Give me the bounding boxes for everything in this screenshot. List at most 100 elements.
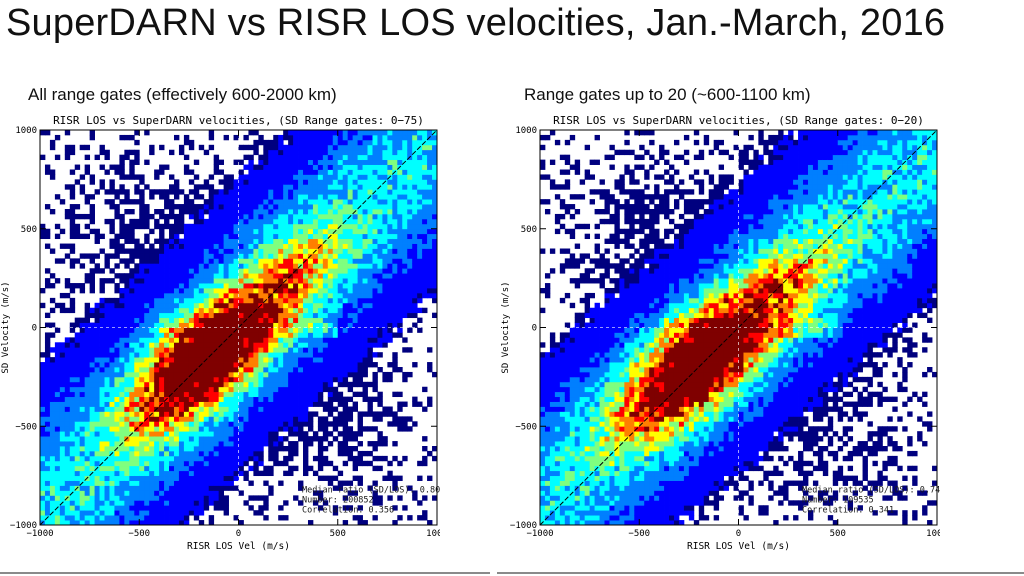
- heatmap-cell: [183, 460, 190, 467]
- heatmap-cell: [213, 455, 220, 462]
- heatmap-cell: [332, 184, 339, 190]
- heatmap-cell: [412, 248, 418, 254]
- heatmap-cell: [213, 460, 220, 467]
- heatmap-cell: [198, 253, 205, 259]
- heatmap-cell: [228, 431, 234, 437]
- heatmap-cell: [432, 169, 438, 175]
- heatmap-cell: [432, 218, 438, 225]
- heatmap-cell: [422, 253, 428, 259]
- heatmap-cell: [40, 426, 46, 432]
- heatmap-cell: [49, 436, 56, 442]
- heatmap-cell: [283, 194, 289, 200]
- heatmap-cell: [109, 401, 115, 407]
- heatmap-cell: [149, 515, 155, 521]
- heatmap-cell: [69, 376, 76, 383]
- heatmap-cell: [342, 233, 349, 240]
- heatmap-cell: [322, 258, 329, 264]
- heatmap-cell: [183, 510, 190, 516]
- heatmap-cell: [218, 278, 225, 284]
- heatmap-cell: [193, 337, 200, 343]
- heatmap-cell: [159, 312, 165, 319]
- heatmap-cell: [283, 174, 289, 180]
- heatmap-cell: [372, 213, 378, 220]
- heatmap-cell: [427, 130, 433, 136]
- heatmap-cell: [303, 144, 309, 151]
- heatmap-cell: [114, 169, 120, 175]
- heatmap-cell: [263, 292, 269, 299]
- heatmap-cell: [432, 204, 438, 210]
- heatmap-cell: [322, 337, 329, 343]
- heatmap-cell: [327, 283, 334, 289]
- heatmap-cell: [332, 149, 339, 156]
- heatmap-cell: [392, 263, 398, 269]
- heatmap-cell: [64, 520, 71, 526]
- heatmap-cell: [293, 431, 299, 437]
- heatmap-cell: [124, 431, 130, 437]
- heatmap-cell: [164, 441, 170, 447]
- heatmap-cell: [84, 490, 91, 496]
- heatmap-cell: [89, 283, 95, 289]
- heatmap-cell: [258, 510, 264, 516]
- heatmap-cell: [372, 322, 378, 328]
- heatmap-cell: [178, 475, 185, 481]
- heatmap-cell: [238, 144, 244, 151]
- heatmap-cell: [203, 505, 210, 511]
- heatmap-cell: [303, 362, 309, 368]
- heatmap-cell: [169, 396, 175, 402]
- heatmap-cell: [387, 164, 393, 170]
- heatmap-cell: [362, 159, 368, 165]
- heatmap-cell: [129, 421, 135, 427]
- heatmap-cell: [79, 475, 86, 481]
- heatmap-cell: [283, 144, 289, 151]
- heatmap-cell: [332, 139, 339, 146]
- heatmap-cell: [94, 327, 100, 333]
- heatmap-cell: [154, 391, 160, 398]
- heatmap-cell: [159, 406, 165, 412]
- heatmap-cell: [317, 465, 324, 472]
- heatmap-cell: [59, 258, 66, 264]
- heatmap-cell: [159, 228, 165, 235]
- heatmap-cell: [223, 436, 229, 442]
- heatmap-cell: [144, 515, 150, 521]
- heatmap-cell: [238, 292, 244, 299]
- heatmap-cell: [94, 401, 100, 407]
- heatmap-cell: [377, 283, 383, 289]
- heatmap-cell: [312, 332, 319, 338]
- heatmap-cell: [377, 441, 383, 447]
- heatmap-cell: [203, 371, 210, 378]
- heatmap-cell: [278, 342, 284, 348]
- heatmap-cell: [79, 317, 86, 323]
- heatmap-cell: [263, 396, 269, 402]
- heatmap-cell: [173, 510, 180, 516]
- heatmap-cell: [208, 317, 215, 323]
- heatmap-cell: [59, 520, 66, 526]
- heatmap-cell: [109, 223, 115, 230]
- heatmap-cell: [198, 243, 205, 249]
- heatmap-cell: [362, 238, 368, 244]
- heatmap-cell: [203, 263, 210, 269]
- heatmap-cell: [164, 470, 170, 477]
- heatmap-cell: [357, 278, 363, 284]
- heatmap-cell: [243, 455, 249, 462]
- heatmap-cell: [74, 352, 81, 358]
- heatmap-cell: [407, 292, 413, 299]
- heatmap-cell: [327, 386, 334, 393]
- heatmap-cell: [243, 337, 249, 343]
- heatmap-cell: [238, 371, 244, 378]
- heatmap-cell: [263, 381, 269, 388]
- heatmap-cell: [377, 268, 383, 274]
- heatmap-cell: [198, 204, 205, 210]
- heatmap-cell: [372, 159, 378, 165]
- heatmap-cell: [283, 391, 289, 398]
- heatmap-cell: [69, 184, 76, 190]
- heatmap-cell: [337, 292, 344, 299]
- heatmap-cell: [183, 495, 190, 501]
- heatmap-cell: [317, 436, 324, 442]
- heatmap-cell: [243, 416, 249, 422]
- heatmap-cell: [332, 322, 339, 328]
- heatmap-cell: [327, 184, 334, 190]
- heatmap-cell: [342, 327, 349, 333]
- heatmap-cell: [342, 184, 349, 190]
- heatmap-cell: [387, 460, 393, 467]
- heatmap-cell: [238, 421, 244, 427]
